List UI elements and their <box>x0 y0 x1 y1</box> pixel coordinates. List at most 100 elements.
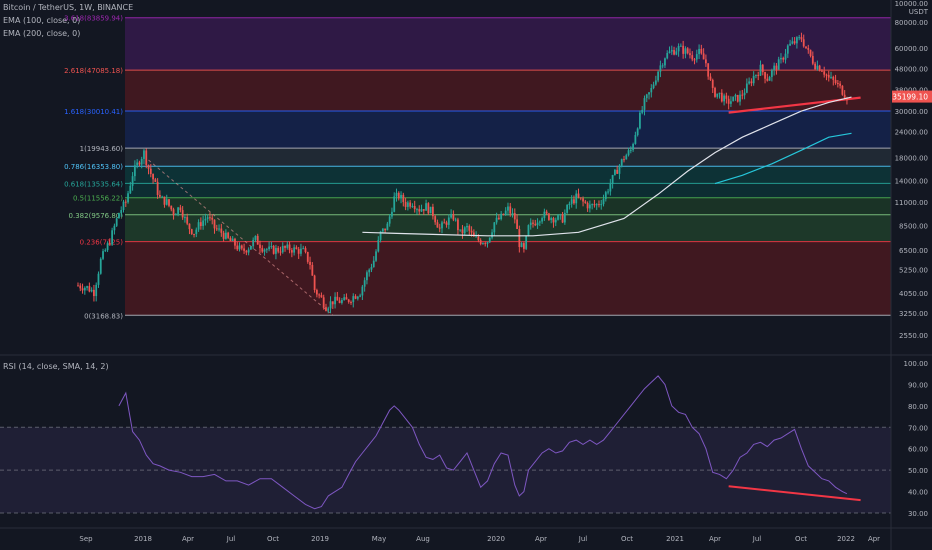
candle-body <box>643 98 646 110</box>
candle <box>129 181 132 195</box>
candle <box>263 248 266 256</box>
price-tick-label: 4050.00 <box>899 290 928 298</box>
candle-body <box>802 39 805 47</box>
candle <box>186 213 189 226</box>
price-tick-label: 60000.00 <box>895 45 928 53</box>
candle <box>463 226 466 236</box>
candle <box>543 208 546 221</box>
candle-body <box>700 48 703 54</box>
candle-body <box>557 215 559 220</box>
candle <box>784 48 787 64</box>
candle-body <box>409 202 412 207</box>
candle <box>791 37 794 45</box>
candle <box>120 206 123 217</box>
candle-body <box>677 46 680 52</box>
candle <box>645 93 648 103</box>
candle-body <box>793 41 796 44</box>
candle-body <box>516 219 518 230</box>
candle-body <box>811 55 814 64</box>
candle <box>532 219 534 228</box>
candle-body <box>582 198 584 202</box>
candle <box>363 277 366 292</box>
candle-body <box>379 231 382 240</box>
candle-body <box>773 65 776 71</box>
candle <box>552 216 555 228</box>
candle <box>768 75 771 81</box>
candle <box>509 202 512 217</box>
candle-body <box>354 296 357 299</box>
candle <box>77 282 79 287</box>
candle-body <box>523 243 525 249</box>
candle <box>777 56 780 70</box>
candle <box>425 199 427 211</box>
candle-body <box>652 84 655 89</box>
candle-body <box>170 205 173 210</box>
candle-body <box>491 232 493 238</box>
candle <box>154 177 157 183</box>
candle-body <box>673 50 675 55</box>
candle <box>843 90 846 99</box>
candle-body <box>418 209 421 212</box>
candle-body <box>607 191 609 193</box>
candle-body <box>461 229 464 234</box>
candle <box>816 60 819 71</box>
candle-body <box>443 222 446 224</box>
candle <box>486 241 489 248</box>
candle-body <box>122 201 125 211</box>
candle-body <box>366 272 368 281</box>
candle-body <box>293 247 296 253</box>
candle-body <box>827 74 830 78</box>
candle-body <box>402 194 405 202</box>
candle-body <box>79 285 82 289</box>
candle-body <box>666 53 669 59</box>
candle-body <box>768 76 771 81</box>
candle-body <box>318 294 321 296</box>
candle-body <box>841 85 844 95</box>
candle-body <box>727 98 730 104</box>
candle-body <box>705 59 707 64</box>
candle <box>457 217 459 236</box>
candle-body <box>611 175 614 184</box>
candle <box>118 212 120 219</box>
candle <box>231 236 234 242</box>
candle <box>732 96 735 102</box>
candle-body <box>247 249 250 253</box>
candle <box>684 46 687 59</box>
candle-body <box>231 238 234 241</box>
candle <box>429 206 432 214</box>
candle-body <box>186 217 189 224</box>
candle <box>188 223 191 235</box>
rsi-tick-label: 70.00 <box>908 424 928 432</box>
price-tick-label: 14000.00 <box>895 177 928 185</box>
candle-body <box>609 183 612 192</box>
candle <box>261 245 264 254</box>
candle <box>209 212 211 221</box>
candle <box>764 71 766 84</box>
candle-body <box>509 206 512 214</box>
candle <box>213 219 216 234</box>
candle-body <box>504 210 507 215</box>
candle <box>625 153 628 160</box>
candle <box>639 110 641 130</box>
candle <box>502 213 505 216</box>
candle-body <box>650 88 653 93</box>
candle-body <box>133 165 136 177</box>
candle <box>618 164 621 180</box>
candle <box>375 249 377 262</box>
candle-body <box>272 246 275 254</box>
candle-body <box>188 223 191 230</box>
candle-body <box>657 71 660 81</box>
candle-body <box>634 135 637 144</box>
candle <box>88 282 91 293</box>
candle-body <box>145 150 148 165</box>
candle-body <box>138 162 141 165</box>
candle-body <box>614 169 616 176</box>
candle-body <box>636 128 639 136</box>
candle-body <box>620 159 623 166</box>
candle-body <box>786 45 789 54</box>
time-tick-label: Jul <box>578 535 588 543</box>
time-tick-label: Jul <box>226 535 236 543</box>
candle <box>240 244 243 251</box>
candle-body <box>341 300 343 303</box>
fib-band-5 <box>125 183 891 198</box>
